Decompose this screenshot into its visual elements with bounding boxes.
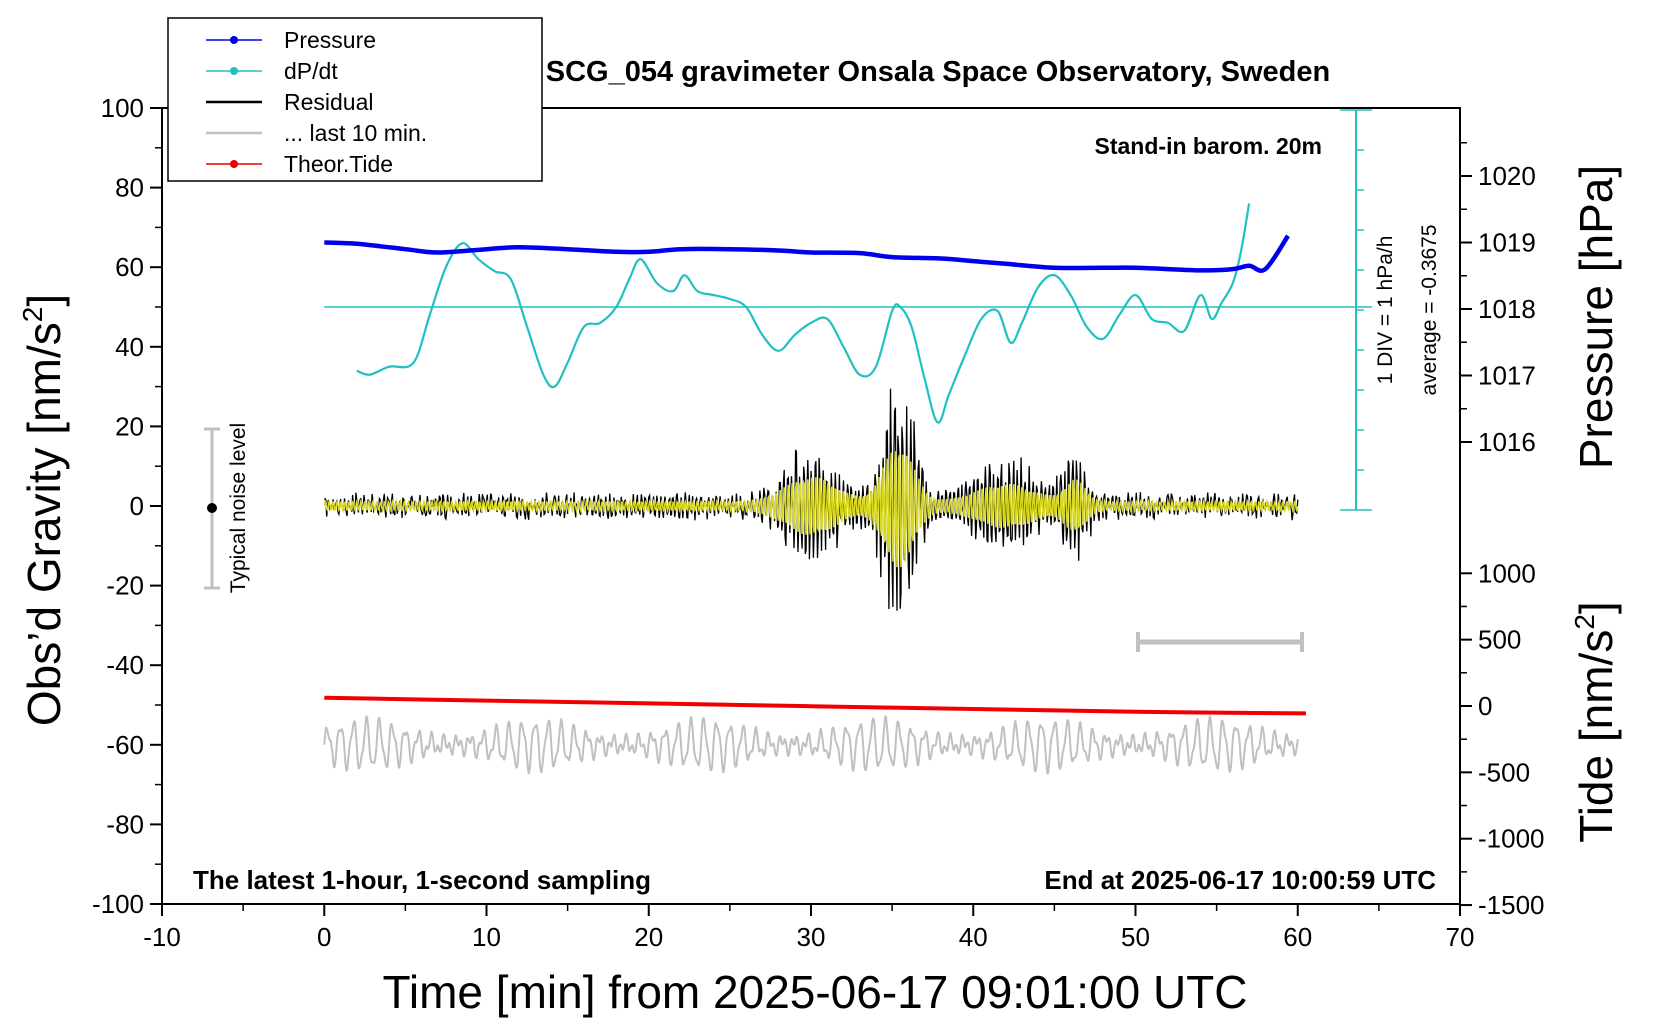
- pressure-tick-label: 1018: [1478, 294, 1536, 324]
- legend-entry: Pressure: [206, 27, 376, 53]
- y-tick-label: 0: [130, 491, 144, 521]
- bottom-left-note: The latest 1-hour, 1-second sampling: [193, 865, 651, 895]
- last-10-min-marker: [1136, 632, 1304, 652]
- y-tick-label: -40: [106, 650, 144, 680]
- y-tick-label: -60: [106, 730, 144, 760]
- tide-tick-label: -1000: [1478, 824, 1545, 854]
- y-axis-pressure-title: Pressure [hPa]: [1570, 165, 1622, 469]
- pressure-tick-label: 1016: [1478, 427, 1536, 457]
- bottom-right-note: End at 2025-06-17 10:00:59 UTC: [1044, 865, 1436, 895]
- y-axis-left-title: Obs’d Gravity [nm/s2]: [17, 294, 70, 726]
- tide-tick-label: 0: [1478, 691, 1492, 721]
- theor-tide-line: [324, 695, 1306, 716]
- x-tick-label: 40: [959, 922, 988, 952]
- y-tick-label: 80: [115, 173, 144, 203]
- y-axis-tide: 1000 500 0 -500 -1000 -1500: [1460, 558, 1545, 920]
- x-tick-label: 0: [317, 922, 331, 952]
- y-tick-label: -80: [106, 809, 144, 839]
- x-tick-label: 70: [1446, 922, 1475, 952]
- y-tick-label: 20: [115, 411, 144, 441]
- dpdt-scale-bar: [324, 109, 1372, 511]
- x-axis: -10 0 10 20 30 40 50 60 70: [143, 904, 1474, 952]
- x-axis-title: Time [min] from 2025-06-17 09:01:00 UTC: [383, 966, 1248, 1018]
- legend-entry: Residual: [206, 89, 374, 115]
- y-tick-label: 60: [115, 252, 144, 282]
- x-tick-label: -10: [143, 922, 181, 952]
- x-tick-label: 60: [1283, 922, 1312, 952]
- tide-tick-label: 500: [1478, 625, 1521, 655]
- tide-tick-label: -1500: [1478, 890, 1545, 920]
- y-tick-label: 40: [115, 332, 144, 362]
- legend-label: Theor.Tide: [284, 151, 393, 177]
- legend-label: ... last 10 min.: [284, 120, 427, 146]
- noise-level-marker: [204, 427, 220, 590]
- barometer-note: Stand-in barom. 20m: [1095, 133, 1322, 159]
- legend-label: dP/dt: [284, 58, 338, 84]
- chart-title: SCG_054 gravimeter Onsala Space Observat…: [546, 56, 1330, 88]
- dpdt-line: [356, 203, 1251, 424]
- x-tick-label: 50: [1121, 922, 1150, 952]
- y-tick-label: -100: [92, 889, 144, 919]
- pressure-tick-label: 1019: [1478, 228, 1536, 258]
- x-tick-label: 10: [472, 922, 501, 952]
- legend-entry: dP/dt: [206, 58, 338, 84]
- y-axis-left: 100 80 60 40 20 0 -20 -40 -60 -80 -100: [92, 93, 162, 919]
- tide-tick-label: -500: [1478, 757, 1530, 787]
- residual-filtered-line: [323, 451, 1299, 568]
- legend-label: Residual: [284, 89, 374, 115]
- y-tick-label: -20: [106, 571, 144, 601]
- legend-entry: Theor.Tide: [206, 151, 393, 177]
- tide-tick-label: 1000: [1478, 558, 1536, 588]
- pressure-tick-label: 1020: [1478, 161, 1536, 191]
- y-axis-pressure: 1020 1019 1018 1017 1016: [1460, 142, 1536, 457]
- legend: Pressure dP/dt Residual ... last 10 min. The…: [167, 17, 543, 182]
- x-tick-label: 20: [634, 922, 663, 952]
- x-tick-label: 30: [797, 922, 826, 952]
- last-10-min-line: [323, 715, 1299, 775]
- legend-entry: ... last 10 min.: [206, 120, 427, 146]
- noise-level-label: Typical noise level: [227, 423, 250, 593]
- pressure-line: [324, 234, 1290, 273]
- div-label: 1 DIV = 1 hPa/h: [1374, 236, 1397, 385]
- average-label: average = -0.3675: [1418, 224, 1441, 395]
- pressure-tick-label: 1017: [1478, 361, 1536, 391]
- series-layer: [323, 203, 1306, 775]
- y-axis-tide-title: Tide [nm/s2]: [1569, 601, 1622, 842]
- y-tick-label: 100: [101, 93, 144, 123]
- legend-label: Pressure: [284, 27, 376, 53]
